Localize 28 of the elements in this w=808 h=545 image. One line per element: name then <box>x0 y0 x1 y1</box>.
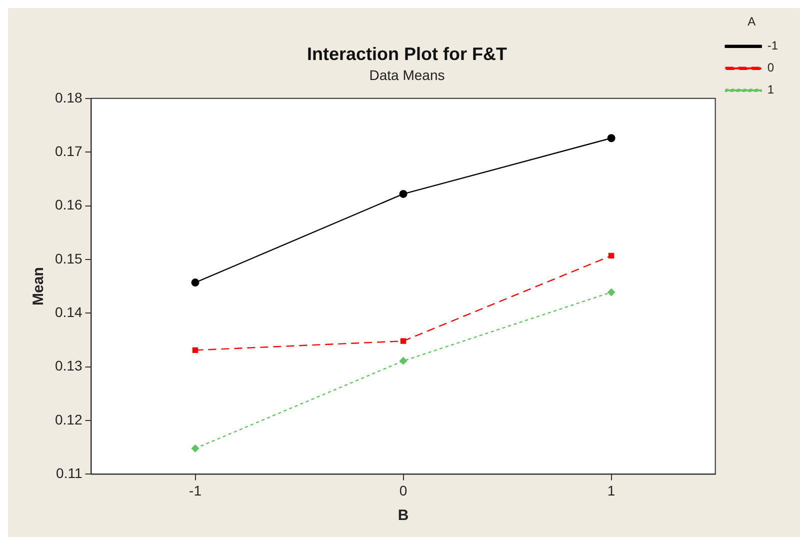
point <box>607 288 616 296</box>
legend-label: -1 <box>767 38 778 53</box>
point <box>191 278 200 287</box>
y-tick-label: 0.11 <box>56 465 82 482</box>
y-tick-label: 0.17 <box>55 142 82 159</box>
y-tick-label: 0.16 <box>55 196 82 213</box>
point <box>191 444 200 452</box>
x-tick-label: -1 <box>189 482 202 498</box>
point <box>192 347 198 354</box>
x-tick-label: 0 <box>399 482 408 498</box>
y-tick-label: 0.12 <box>55 411 82 428</box>
y-tick-label: 0.18 <box>55 89 82 106</box>
y-tick-label: 0.15 <box>55 250 82 266</box>
y-tick-label: 0.13 <box>55 358 82 374</box>
y-axis-title: Mean <box>30 267 48 306</box>
point <box>607 134 616 142</box>
x-axis-title: B <box>398 507 409 524</box>
chart-subtitle: Data Means <box>369 66 445 83</box>
x-tick-label: 1 <box>607 482 616 498</box>
y-tick-label: 0.14 <box>55 304 82 320</box>
legend-label: 1 <box>767 82 774 97</box>
legend-label: 0 <box>767 60 774 75</box>
point <box>608 252 614 259</box>
legend-title: A <box>748 14 756 28</box>
point <box>399 190 408 198</box>
chart-title: Interaction Plot for F&T <box>307 44 507 64</box>
point <box>399 356 408 365</box>
point <box>400 338 406 344</box>
